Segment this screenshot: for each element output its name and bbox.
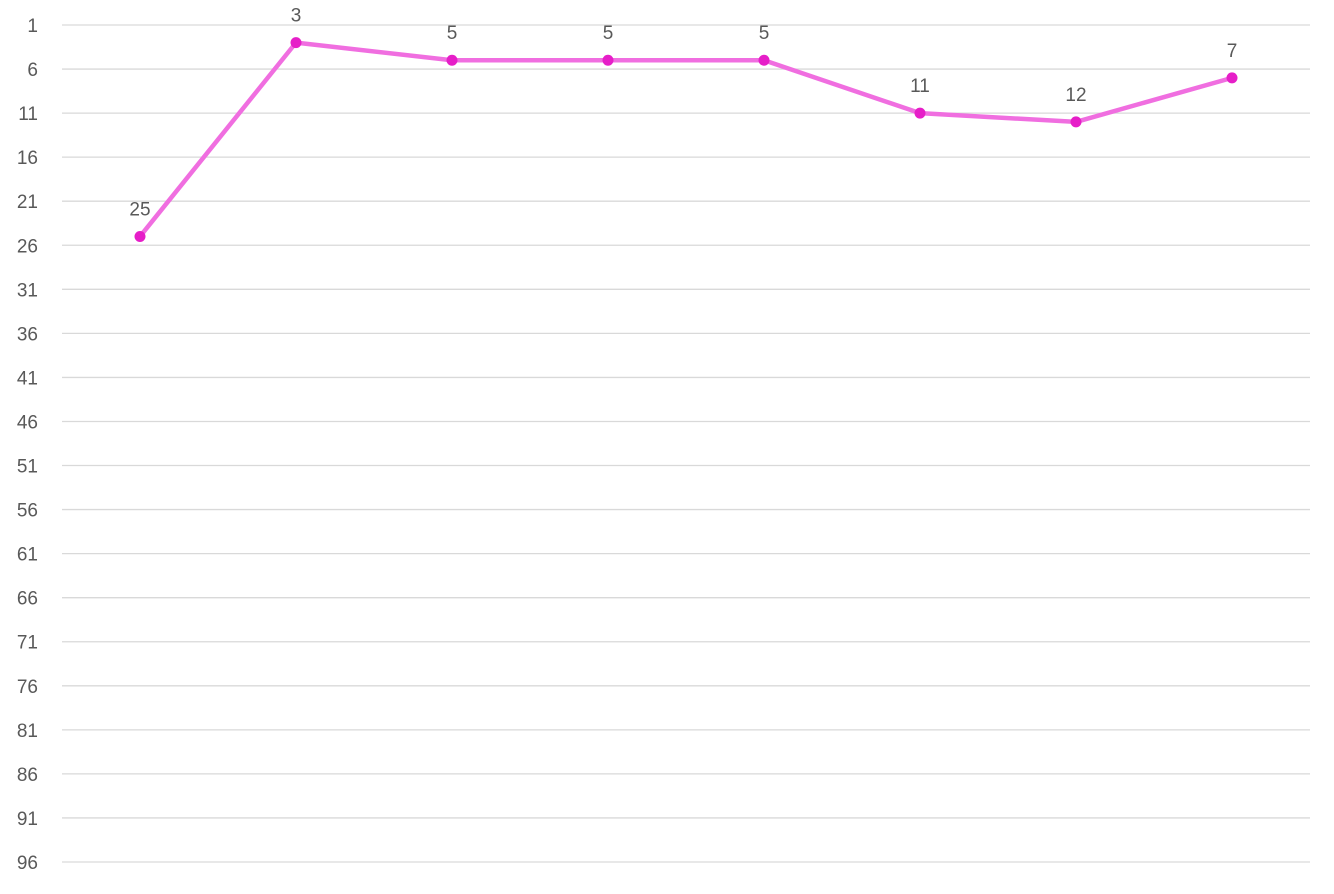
data-point <box>134 230 146 242</box>
y-tick-label: 91 <box>17 809 38 830</box>
y-tick-label: 31 <box>17 280 38 301</box>
data-point <box>1070 116 1082 128</box>
data-labels: 25 3 5 5 5 11 12 7 <box>129 6 1237 221</box>
data-label: 5 <box>759 23 770 44</box>
y-tick-label: 56 <box>17 501 38 522</box>
data-point <box>1226 72 1238 84</box>
y-tick-label: 66 <box>17 589 38 610</box>
data-label: 5 <box>447 23 458 44</box>
data-label: 5 <box>603 23 614 44</box>
y-tick-label: 1 <box>27 16 38 37</box>
y-tick-label: 96 <box>17 853 38 874</box>
data-point <box>914 107 926 119</box>
y-tick-label: 61 <box>17 545 38 566</box>
data-point <box>446 54 458 66</box>
y-tick-label: 11 <box>18 104 38 125</box>
data-point <box>758 54 770 66</box>
data-label: 7 <box>1227 41 1238 62</box>
data-label: 12 <box>1065 85 1086 106</box>
series <box>134 37 1238 242</box>
series-line <box>138 40 1233 238</box>
y-tick-label: 71 <box>17 633 38 654</box>
data-label: 11 <box>910 76 930 97</box>
y-tick-label: 76 <box>17 677 38 698</box>
y-tick-label: 21 <box>17 192 38 213</box>
data-label: 3 <box>291 6 302 27</box>
y-tick-label: 6 <box>27 60 38 81</box>
y-tick-label: 36 <box>17 324 38 345</box>
gridlines <box>62 24 1310 863</box>
y-tick-label: 46 <box>17 412 38 433</box>
data-point <box>602 54 614 66</box>
y-tick-label: 16 <box>17 148 38 169</box>
y-tick-label: 86 <box>17 765 38 786</box>
y-tick-label: 81 <box>17 721 38 742</box>
data-label: 25 <box>129 199 150 220</box>
data-point <box>290 37 302 49</box>
y-tick-label: 51 <box>17 457 38 478</box>
y-tick-label: 26 <box>17 236 38 257</box>
y-tick-label: 41 <box>17 368 38 389</box>
